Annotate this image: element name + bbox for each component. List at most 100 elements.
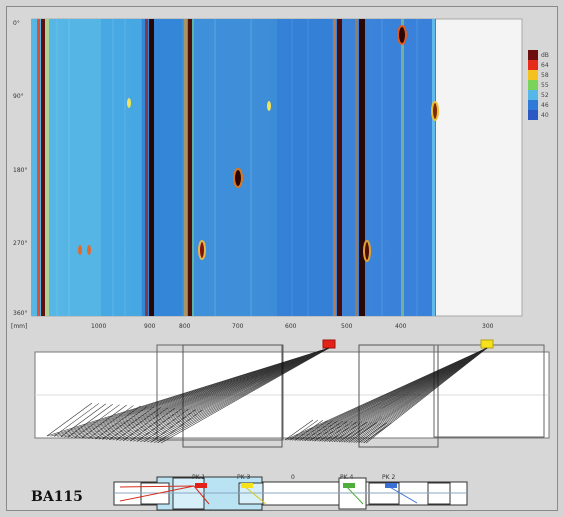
segment-box-2 <box>182 344 283 448</box>
beam-fan-1-reflection-22 <box>122 407 169 441</box>
beam-fan-2-reflection-8 <box>304 420 333 441</box>
defect-spot-7 <box>267 101 271 111</box>
beam-fan-1-reflection-24 <box>129 407 176 442</box>
beam-fan-2-reflection-6 <box>299 420 328 441</box>
defect-spot-3 <box>431 101 439 121</box>
beam-fan-2-reflection-16 <box>324 421 353 442</box>
x-axis-unit: [mm] <box>11 323 27 330</box>
beam-fan-2-reflection-2 <box>289 419 319 441</box>
legend-swatch-5 <box>528 100 538 110</box>
beam-fan-2-ray-33 <box>365 347 488 444</box>
scan-texture <box>56 19 418 316</box>
indication-orange-3 <box>184 19 187 316</box>
probe-marker-yellow <box>480 339 494 349</box>
legend-swatch-0 <box>528 50 538 60</box>
beam-fan-1-reflection-30 <box>150 409 196 443</box>
overview-label-pk2: PK 2 <box>382 474 395 481</box>
band-center <box>182 19 277 316</box>
indication-orange-5 <box>355 19 358 316</box>
indication-dark-1 <box>41 19 45 316</box>
beam-fan-1-reflection-2 <box>53 403 100 437</box>
x-tick-900: 900 <box>144 323 156 330</box>
beam-fan-1-ray-27 <box>140 347 330 442</box>
beam-fan-1-ray-32 <box>157 347 330 444</box>
indication-dark-2 <box>149 19 154 316</box>
beam-fan-1-reflection-4 <box>60 403 106 438</box>
x-tick-700: 700 <box>232 323 244 330</box>
beam-fan-1-ray-30 <box>150 347 330 443</box>
beam-fan-1-reflection-12 <box>88 405 134 439</box>
defect-spot-1 <box>397 25 407 45</box>
beam-fan-1-reflection-28 <box>143 408 189 443</box>
beam-fan-1-reflection-14 <box>95 405 141 440</box>
defect-spot-5 <box>198 240 206 260</box>
legend-label-5: 46 <box>541 102 549 109</box>
beam-fan-2-reflection-28 <box>353 422 382 443</box>
inspection-figure: 0° 90° 180° 270° 360° [mm] 1000 900 800 … <box>11 18 550 511</box>
beam-fan-1-ray-24 <box>129 347 330 442</box>
overview-ray-red-1 <box>119 485 195 488</box>
angle-label-90: 90° <box>13 93 24 100</box>
beam-fan-1-reflection-6 <box>67 404 113 438</box>
indication-dark-5 <box>359 19 365 316</box>
segment-box-3 <box>358 344 439 448</box>
band-right <box>365 19 436 316</box>
indication-yellow-1 <box>45 19 49 316</box>
legend-label-4: 52 <box>541 92 549 99</box>
beam-fan-2-reflection-10 <box>309 420 338 442</box>
indication-light-7 <box>432 19 435 316</box>
x-tick-1000: 1000 <box>91 323 106 330</box>
panel-frame: 0° 90° 180° 270° 360° [mm] 1000 900 800 … <box>6 6 558 511</box>
beam-fan-2-reflection-4 <box>294 420 323 441</box>
overview-probe-pk1 <box>195 483 207 488</box>
defect-spot-4 <box>363 240 371 262</box>
indication-dark-4 <box>337 19 342 316</box>
overview-ray-red-3 <box>193 485 210 505</box>
beam-fan-1-ray-28 <box>143 347 330 443</box>
overview-panel: BA115 PK 1 PK 3 0 PK 4 PK 2 <box>31 474 468 511</box>
beam-fan-2-reflection-0 <box>284 419 314 441</box>
angle-label-360: 360° <box>13 310 27 317</box>
indication-dark-3 <box>188 19 192 316</box>
legend-swatch-6 <box>528 110 538 120</box>
indication-red-2 <box>145 19 148 316</box>
overview-probe-pk4 <box>343 483 355 488</box>
overview-label-pk4: PK 4 <box>340 474 353 481</box>
beam-fan-2-reflection-32 <box>363 422 392 444</box>
angle-label-270: 270° <box>13 240 27 247</box>
beam-fan-1-reflection-8 <box>74 404 120 438</box>
band-mid-left <box>101 19 141 316</box>
x-tick-800: 800 <box>179 323 191 330</box>
beam-fan-1-ray-31 <box>153 347 330 443</box>
beam-fan-2-reflection-30 <box>358 422 387 443</box>
beam-fan-1-ray-33 <box>160 347 330 444</box>
overview-ray-green <box>345 485 364 505</box>
defect-spot-9 <box>78 245 82 255</box>
legend-swatch-4 <box>528 90 538 100</box>
beam-fan-1-ray-26 <box>136 347 330 442</box>
beam-fan-1-reflection-10 <box>81 404 127 439</box>
beam-fan-2-reflection-26 <box>348 422 377 443</box>
beam-fan-1-ray-23 <box>126 347 330 442</box>
beam-fan-1-reflection-20 <box>115 407 162 441</box>
x-tick-500: 500 <box>341 323 353 330</box>
overview-title: BA115 <box>31 489 83 505</box>
overview-ray-red-2 <box>119 485 195 502</box>
beam-fan-1-reflection-32 <box>157 409 203 444</box>
beam-fan-2-reflection-12 <box>314 420 343 442</box>
x-tick-400: 400 <box>395 323 407 330</box>
x-tick-300: 300 <box>482 323 494 330</box>
indication-green-3 <box>192 19 194 316</box>
legend-swatch-1 <box>528 60 538 70</box>
overview-label-pk3: PK 3 <box>237 474 250 481</box>
beam-path-panel <box>34 339 550 448</box>
indication-orange-4 <box>333 19 336 316</box>
beam-fan-1-reflection-18 <box>109 406 155 441</box>
angle-label-0: 0° <box>13 20 20 27</box>
legend-label-6: 40 <box>541 112 549 119</box>
beam-fan-2-reflection-22 <box>338 421 368 443</box>
beam-fan-1-ray-29 <box>147 347 330 443</box>
amplitude-legend: dB 64 58 55 52 46 40 <box>528 50 549 120</box>
beam-fan-2-reflection-24 <box>343 421 373 443</box>
overview-label-zero: 0 <box>291 474 295 481</box>
